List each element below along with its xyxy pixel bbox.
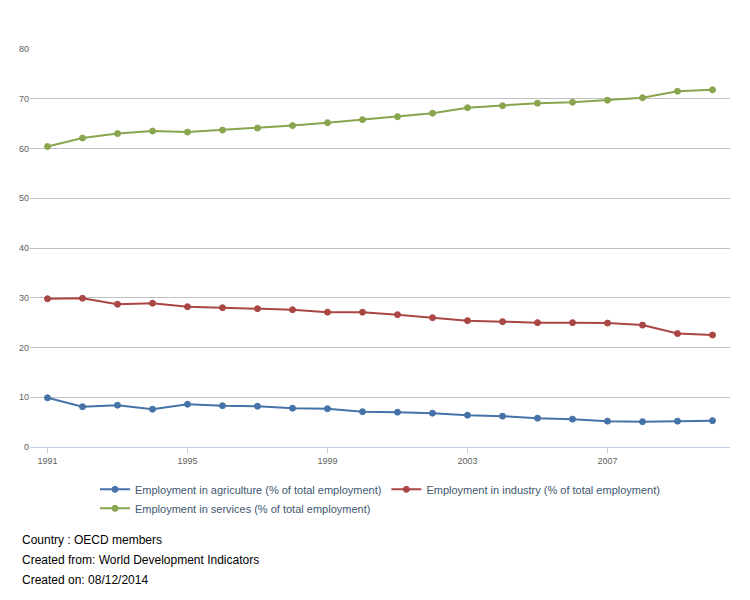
svg-text:Country : OECD members: Country : OECD members [22, 533, 162, 547]
svg-text:1999: 1999 [317, 456, 337, 466]
svg-text:1995: 1995 [177, 456, 197, 466]
svg-text:50: 50 [19, 193, 29, 203]
svg-text:Created from: World Developmen: Created from: World Development Indicato… [22, 553, 259, 567]
svg-text:20: 20 [19, 343, 29, 353]
svg-text:80: 80 [19, 44, 29, 54]
svg-text:30: 30 [19, 293, 29, 303]
svg-text:2007: 2007 [597, 456, 617, 466]
svg-text:Employment in industry (% of t: Employment in industry (% of total emplo… [426, 484, 660, 496]
svg-text:Created on: 08/12/2014: Created on: 08/12/2014 [22, 573, 148, 587]
svg-text:10: 10 [19, 392, 29, 402]
svg-text:1991: 1991 [37, 456, 57, 466]
svg-text:0: 0 [24, 442, 29, 452]
svg-text:60: 60 [19, 144, 29, 154]
svg-text:Employment in agriculture (% o: Employment in agriculture (% of total em… [135, 484, 381, 496]
svg-text:40: 40 [19, 243, 29, 253]
svg-text:2003: 2003 [457, 456, 477, 466]
svg-text:Employment in services (% of t: Employment in services (% of total emplo… [135, 503, 370, 515]
svg-text:70: 70 [19, 94, 29, 104]
